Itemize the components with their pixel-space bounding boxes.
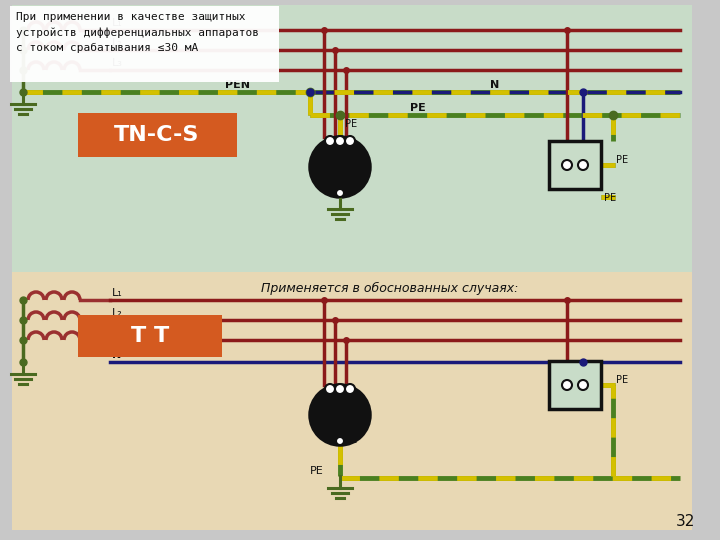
Text: PE: PE [616,375,628,385]
Text: Применяется в обоснованных случаях:: Применяется в обоснованных случаях: [261,282,518,295]
Circle shape [336,189,344,197]
Circle shape [335,136,345,146]
Text: PE: PE [310,466,324,476]
Circle shape [335,384,345,394]
Bar [12,5,692,272]
Text: L₂: L₂ [112,38,122,48]
Text: L₃: L₃ [112,58,123,68]
Text: При применении в качестве защитных
устройств дифференциальных аппаратов
с током : При применении в качестве защитных устро… [16,12,259,52]
Circle shape [336,437,344,445]
Bar [549,361,601,409]
FancyBboxPatch shape [78,315,222,357]
Text: TN-C-S: TN-C-S [114,125,199,145]
Text: L₁: L₁ [112,18,122,28]
Circle shape [325,136,335,146]
Text: PE: PE [345,119,357,129]
Text: PEN: PEN [225,80,250,90]
Circle shape [562,380,572,390]
Text: N: N [112,350,121,360]
Text: PE: PE [616,155,628,165]
Text: 32: 32 [675,514,695,529]
Text: L₃: L₃ [112,328,123,338]
FancyBboxPatch shape [10,6,279,82]
Text: L₁: L₁ [112,288,122,298]
Text: N: N [490,80,499,90]
Bar [12,272,692,530]
Text: L₂: L₂ [112,308,122,318]
Circle shape [310,137,370,197]
Bar [549,141,601,189]
FancyBboxPatch shape [78,113,237,157]
Text: PE: PE [410,103,426,113]
Circle shape [578,160,588,170]
Circle shape [578,380,588,390]
Text: PE: PE [604,193,616,203]
Circle shape [562,160,572,170]
Circle shape [310,385,370,445]
Circle shape [345,384,355,394]
Circle shape [345,136,355,146]
Text: T T: T T [131,326,169,346]
Circle shape [325,384,335,394]
Text: PE: PE [345,435,357,445]
